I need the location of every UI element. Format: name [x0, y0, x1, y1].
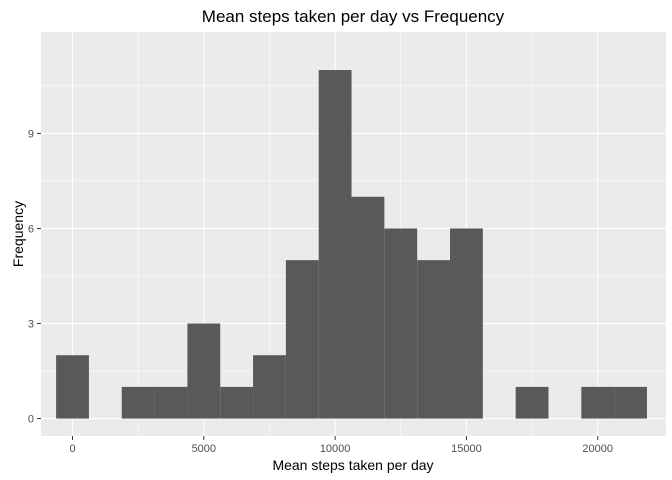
- chart-title: Mean steps taken per day vs Frequency: [202, 7, 505, 26]
- y-axis-ticks: 0 3 6 9: [28, 128, 41, 426]
- histogram-bar: [614, 386, 647, 419]
- histogram-bar: [581, 386, 615, 419]
- histogram-bar: [515, 386, 549, 419]
- histogram-bar: [253, 355, 286, 419]
- x-tick-label: 10000: [320, 443, 351, 455]
- y-tick-label: 9: [28, 128, 34, 140]
- y-tick-label: 6: [28, 223, 34, 235]
- y-axis-title: Frequency: [10, 201, 26, 267]
- x-tick-label: 15000: [451, 443, 482, 455]
- histogram-bar: [56, 355, 89, 419]
- histogram-bar: [450, 228, 483, 419]
- histogram-bar: [220, 386, 254, 419]
- y-tick-label: 3: [28, 319, 34, 331]
- x-tick-label: 0: [69, 443, 75, 455]
- x-axis-title: Mean steps taken per day: [272, 457, 433, 473]
- histogram-bar: [384, 228, 418, 419]
- y-tick-label: 0: [28, 414, 34, 426]
- histogram-bar: [154, 386, 188, 419]
- histogram-bar: [318, 70, 352, 419]
- histogram-bar: [285, 260, 319, 419]
- histogram-bars: [56, 70, 647, 419]
- x-tick-label: 5000: [192, 443, 216, 455]
- histogram-bar: [351, 196, 385, 419]
- histogram-bar: [121, 386, 155, 419]
- histogram-bar: [417, 260, 451, 419]
- histogram-bar: [187, 323, 221, 419]
- x-axis-ticks: 0 5000 10000 15000 20000: [69, 436, 613, 455]
- x-tick-label: 20000: [582, 443, 613, 455]
